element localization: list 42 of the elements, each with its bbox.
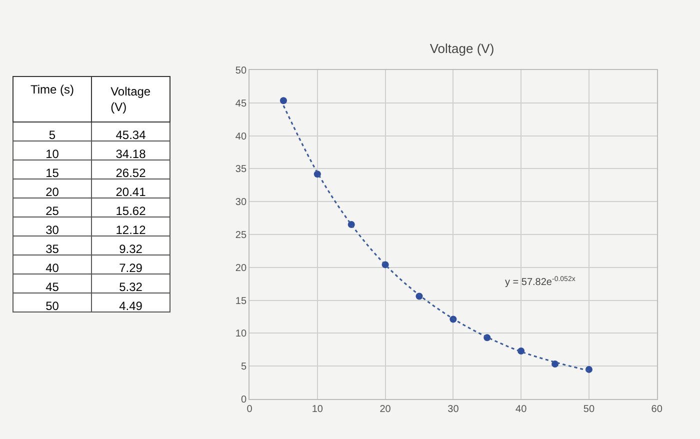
x-tick-label: 10 (312, 404, 324, 415)
y-tick-label: 15 (235, 296, 247, 307)
text: 15 (46, 166, 60, 180)
text: 25 (46, 204, 60, 218)
text: 45 (46, 280, 60, 294)
text: 50 (46, 299, 60, 314)
text: Time (s) (30, 82, 74, 97)
text: 34.18 (116, 147, 146, 162)
y-tick-label: 40 (235, 131, 247, 142)
text: 4.49 (119, 299, 143, 314)
text: 12.12 (116, 223, 146, 238)
text: 40 (46, 261, 60, 276)
y-tick-label: 45 (235, 98, 247, 110)
text: 26.52 (116, 166, 146, 180)
point (280, 97, 287, 104)
text: 5 (48, 128, 56, 142)
text: 9.32 (119, 242, 143, 256)
text: 7.29 (119, 261, 143, 276)
text: 30 (46, 223, 60, 238)
x-tick-label: 60 (651, 404, 663, 415)
y-tick-label: 10 (235, 328, 247, 340)
text: 20 (46, 185, 60, 200)
x-tick-label: 20 (380, 404, 392, 415)
y-tick-label: 35 (235, 164, 247, 176)
x-tick-label: 50 (583, 404, 595, 415)
text: 45.34 (116, 128, 146, 142)
y-tick-label: 20 (235, 262, 247, 274)
text: 35 (46, 242, 60, 256)
text: Voltage (V) (110, 84, 151, 114)
y-tick-label: 30 (235, 197, 247, 208)
y-tick-label: 25 (235, 230, 247, 241)
y-tick-label: 50 (235, 66, 247, 76)
chart-title: Voltage (V) (430, 41, 494, 56)
x-tick-label: 30 (448, 404, 460, 415)
annotation: y = 57.82e$^{-0.052x}$ (505, 276, 576, 288)
text: 5.32 (119, 280, 143, 294)
text: 10 (46, 147, 60, 162)
text: 20.41 (116, 185, 146, 200)
text: 15.62 (116, 204, 146, 218)
y-tick-label: 0 (240, 394, 247, 406)
x-tick-label: 40 (516, 404, 528, 415)
y-tick-label: 5 (240, 362, 247, 373)
